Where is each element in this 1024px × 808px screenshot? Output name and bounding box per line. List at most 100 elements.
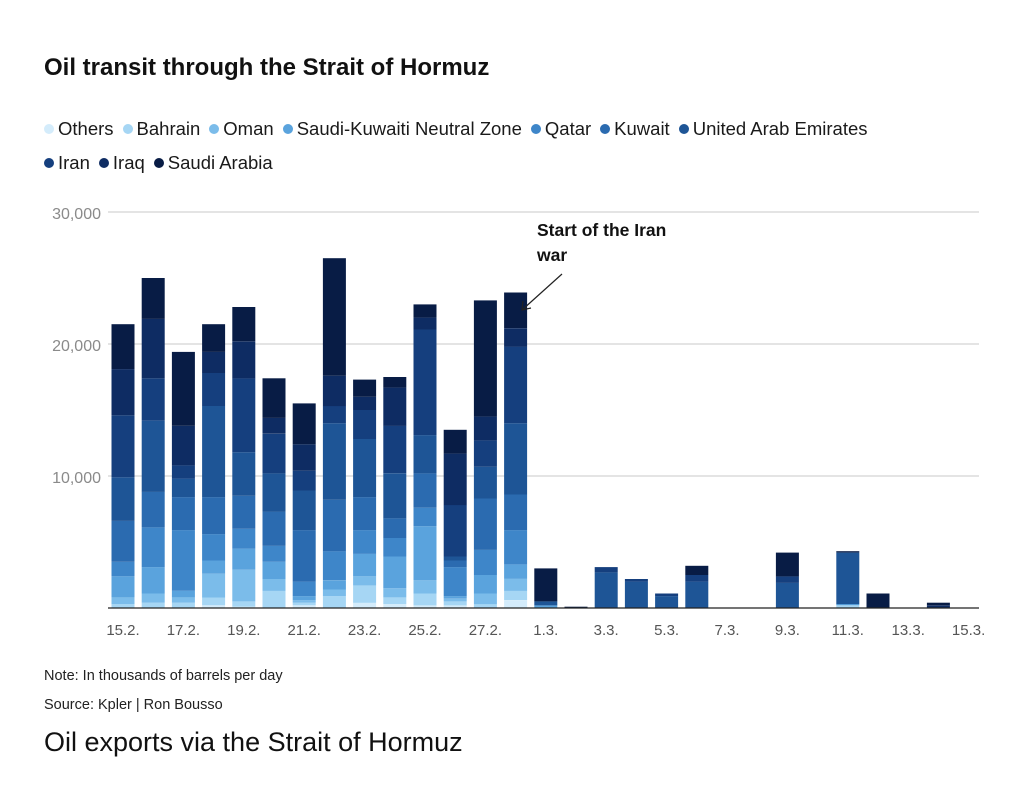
bar-segment bbox=[232, 341, 256, 379]
legend-item: Kuwait bbox=[600, 112, 670, 146]
annotation-arrow-head bbox=[521, 300, 532, 311]
annotation-arrow-line bbox=[521, 273, 563, 311]
bar-segment bbox=[202, 351, 226, 373]
bar-segment bbox=[353, 553, 377, 577]
bar-segment bbox=[413, 317, 437, 330]
annotation-text-line2: war bbox=[536, 245, 567, 265]
legend-item: Saudi Arabia bbox=[153, 146, 273, 180]
legend-label: Oman bbox=[223, 118, 274, 139]
legend-label: Bahrain bbox=[136, 118, 201, 139]
legend-swatch bbox=[600, 124, 611, 134]
bar-segment bbox=[202, 373, 226, 406]
bar-segment bbox=[232, 378, 256, 453]
bar-segment bbox=[353, 576, 377, 586]
chart-legend: Others Bahrain Oman Saudi-Kuwaiti Neutral Z… bbox=[44, 112, 1004, 180]
bar-segment bbox=[504, 292, 528, 329]
x-tick-label: 15.3. bbox=[952, 622, 985, 639]
bar-segment bbox=[413, 526, 437, 581]
x-tick-label: 21.2. bbox=[288, 622, 321, 639]
bar-segment bbox=[413, 435, 437, 474]
bar-segment bbox=[322, 589, 346, 597]
x-tick-label: 27.2. bbox=[469, 622, 502, 639]
bar-segment bbox=[141, 278, 165, 319]
bar-segment bbox=[292, 470, 316, 491]
bar-segment bbox=[171, 602, 195, 608]
bar-segment bbox=[292, 581, 316, 597]
bar-segment bbox=[292, 530, 316, 582]
legend-label: Iran bbox=[58, 152, 90, 173]
bar-segment bbox=[413, 329, 437, 436]
bar-segment bbox=[383, 387, 407, 426]
bar-segment bbox=[443, 567, 467, 597]
bar-segment bbox=[111, 324, 135, 370]
bar-segment bbox=[473, 604, 497, 608]
bar-segment bbox=[504, 564, 528, 579]
x-axis: 15.2. 17.2. 19.2. 21.2. 23.2. 25.2. 27.2. 1.3. 3… bbox=[106, 607, 985, 639]
y-tick-label: 10,000 bbox=[52, 470, 101, 487]
x-tick-label: 3.3. bbox=[594, 622, 619, 639]
bar-segment bbox=[171, 597, 195, 603]
bar-segment bbox=[202, 534, 226, 561]
bar-segment bbox=[836, 605, 860, 608]
bar-segment bbox=[353, 396, 377, 410]
y-tick-label: 30,000 bbox=[52, 206, 101, 223]
bar-segment bbox=[443, 505, 467, 557]
bar-segment bbox=[111, 369, 135, 416]
bar-segment bbox=[594, 572, 618, 608]
chart-note: Note: In thousands of barrels per day bbox=[44, 668, 283, 684]
legend-item: Qatar bbox=[530, 112, 591, 146]
bar-segment bbox=[504, 600, 528, 608]
bar-segment bbox=[141, 420, 165, 492]
bar-segment bbox=[383, 377, 407, 388]
bar-segment bbox=[353, 585, 377, 603]
legend-swatch bbox=[44, 124, 54, 134]
bar-segment bbox=[473, 593, 497, 605]
image-caption: Oil exports via the Strait of Hormuz bbox=[44, 727, 463, 757]
legend-swatch bbox=[122, 124, 133, 134]
bar-segment bbox=[171, 590, 195, 598]
bar-segment bbox=[322, 375, 346, 407]
bar-segment bbox=[504, 423, 528, 495]
bar-segment bbox=[504, 346, 528, 424]
bar-segment bbox=[383, 556, 407, 589]
bar-segment bbox=[443, 596, 467, 599]
bar-segment bbox=[443, 556, 467, 561]
x-tick-label: 1.3. bbox=[533, 622, 558, 639]
legend-label: Saudi Arabia bbox=[167, 152, 273, 173]
bar-segment bbox=[262, 511, 286, 546]
bar-segment bbox=[111, 604, 135, 608]
x-tick-label: 15.2. bbox=[106, 622, 139, 639]
bar-segment bbox=[353, 410, 377, 439]
x-tick-label: 9.3. bbox=[775, 622, 800, 639]
bar-segment bbox=[504, 494, 528, 531]
stacked-bar-chart: 30,000 20,000 10,000 15.2. 17.2. 19.2. 21.2. 2… bbox=[52, 206, 985, 639]
bar-segment bbox=[322, 258, 346, 376]
bar-segment bbox=[171, 425, 195, 466]
bar-segment bbox=[836, 604, 860, 606]
bar-segment bbox=[202, 605, 226, 608]
bar-segment bbox=[926, 602, 950, 606]
bar-segment bbox=[383, 518, 407, 538]
bar-segment bbox=[504, 590, 528, 600]
bar-segment bbox=[141, 527, 165, 568]
legend-item: Iraq bbox=[98, 146, 145, 180]
legend-swatch bbox=[153, 158, 164, 168]
legend-swatch bbox=[678, 124, 689, 134]
bar-segment bbox=[655, 593, 679, 597]
bar-segment bbox=[353, 379, 377, 397]
bar-segment bbox=[322, 596, 346, 608]
bar-segment bbox=[111, 520, 135, 562]
bar-segment bbox=[141, 593, 165, 603]
bar-segment bbox=[775, 582, 799, 608]
bar-segment bbox=[111, 597, 135, 604]
bar-segment bbox=[504, 530, 528, 565]
bar-segment bbox=[262, 417, 286, 434]
annotation: Start of the Iran war bbox=[521, 220, 666, 311]
bar-segment bbox=[322, 580, 346, 590]
bar-segment bbox=[443, 560, 467, 568]
legend-label: Saudi-Kuwaiti Neutral Zone bbox=[296, 118, 522, 139]
bar-segment bbox=[111, 561, 135, 577]
bar-segment bbox=[262, 579, 286, 591]
bar-stacks bbox=[111, 258, 950, 608]
bar-segment bbox=[413, 605, 437, 608]
